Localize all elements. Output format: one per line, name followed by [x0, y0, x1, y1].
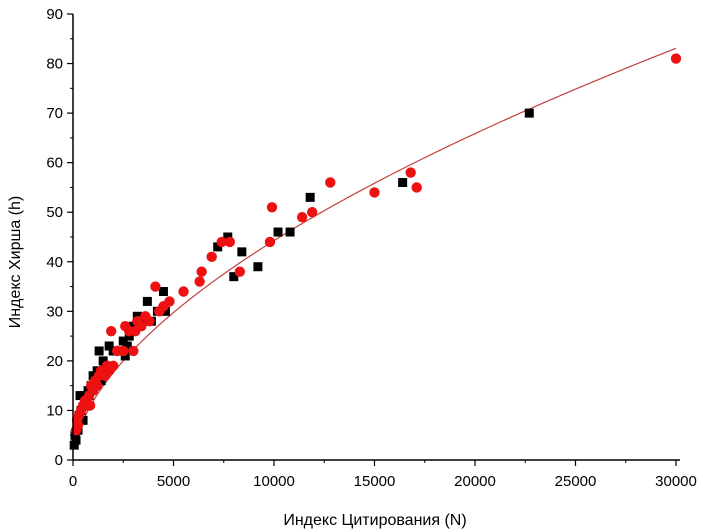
- data-point-circle: [224, 236, 235, 248]
- data-point-circle: [194, 276, 205, 287]
- data-point-square: [398, 177, 408, 187]
- y-tick-label: 50: [46, 204, 63, 221]
- data-point-circle: [72, 420, 84, 431]
- data-point-circle: [405, 167, 416, 178]
- data-point-circle: [325, 177, 336, 188]
- data-point-circle: [670, 53, 682, 64]
- x-tick-label: 20000: [454, 473, 496, 490]
- fit-curve: [74, 47, 677, 445]
- y-tick-label: 30: [46, 303, 63, 320]
- y-axis-label: Индекс Хирша (h): [7, 196, 24, 328]
- data-point-square: [237, 247, 247, 257]
- y-tick-label: 60: [46, 155, 63, 172]
- data-point-square: [213, 242, 223, 252]
- x-ticks: 0 5000 10000 15000 20000 25000 30000: [69, 460, 697, 490]
- data-point-circle: [144, 316, 155, 327]
- x-tick-label: 0: [69, 473, 77, 490]
- data-point-square: [158, 287, 168, 297]
- data-point-square: [122, 341, 132, 351]
- data-point-circle: [84, 400, 96, 411]
- data-point-square: [524, 108, 534, 118]
- y-tick-label: 20: [46, 353, 63, 370]
- data-point-circle: [118, 345, 129, 357]
- data-point-circle: [264, 236, 276, 248]
- x-tick-label: 5000: [157, 473, 190, 490]
- x-tick-label: 10000: [253, 473, 295, 490]
- data-point-circle: [164, 296, 175, 307]
- y-tick-label: 10: [46, 402, 63, 419]
- data-point-circle: [206, 251, 217, 263]
- data-point-square: [88, 371, 98, 381]
- fit-curve-layer: [74, 47, 677, 445]
- data-point-circle: [105, 325, 117, 337]
- data-point-square: [285, 227, 295, 237]
- data-point-square: [160, 306, 170, 316]
- data-point-square: [96, 376, 106, 386]
- data-point-circle: [266, 202, 278, 213]
- data-point-circle: [196, 266, 207, 277]
- data-point-circle: [234, 266, 246, 277]
- data-point-square: [223, 232, 233, 242]
- data-point-square: [78, 415, 88, 425]
- data-point-circle: [128, 345, 139, 357]
- data-point-circle: [306, 207, 318, 218]
- data-point-circle: [216, 236, 227, 248]
- data-point-circle: [150, 281, 161, 292]
- y-tick-label: 40: [46, 254, 63, 271]
- data-point-square: [69, 440, 79, 450]
- data-point-square: [305, 192, 315, 202]
- y-tick-label: 70: [46, 105, 63, 122]
- data-point-square: [142, 296, 152, 306]
- y-ticks: 0 10 20 30 40 50 60 70 80 90: [46, 6, 73, 469]
- data-point-square: [138, 316, 148, 326]
- x-tick-label: 15000: [354, 473, 396, 490]
- y-tick-label: 80: [46, 56, 63, 73]
- x-axis-label: Индекс Цитирования (N): [283, 512, 466, 529]
- data-point-square: [94, 346, 104, 356]
- data-point-circle: [296, 211, 308, 223]
- x-tick-label: 30000: [655, 473, 697, 490]
- data-point-square: [71, 435, 81, 445]
- data-point-square: [104, 341, 114, 351]
- data-point-circle: [178, 286, 189, 297]
- data-point-square: [120, 351, 130, 361]
- data-point-circle: [411, 182, 422, 193]
- points-layer: [69, 53, 682, 450]
- data-point-square: [229, 272, 239, 282]
- data-point-square: [118, 336, 128, 346]
- data-point-circle: [369, 187, 380, 198]
- y-tick-label: 0: [55, 452, 63, 469]
- data-point-square: [128, 321, 138, 331]
- data-point-square: [273, 227, 283, 237]
- data-point-square: [98, 356, 108, 366]
- axes-layer: [72, 14, 680, 461]
- data-point-circle: [91, 380, 103, 391]
- data-point-square: [253, 262, 263, 272]
- y-tick-label: 90: [46, 6, 63, 23]
- x-tick-label: 25000: [555, 473, 597, 490]
- data-point-circle: [108, 360, 119, 372]
- data-point-circle: [136, 321, 147, 332]
